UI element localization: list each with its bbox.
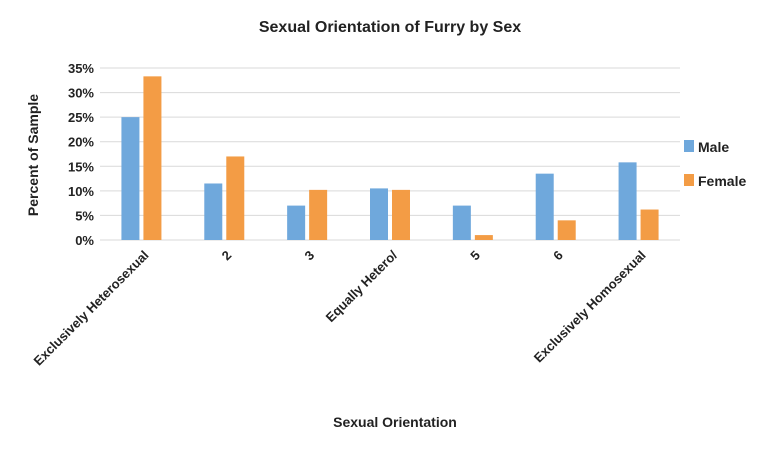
x-tick-label: Equally Hetero/ xyxy=(323,247,401,325)
bars xyxy=(121,76,659,241)
chart-title: Sexual Orientation of Furry by Sex xyxy=(259,19,521,36)
x-tick-label: 2 xyxy=(219,248,235,264)
x-tick-label: Exclusively Heterosexual xyxy=(31,248,152,369)
legend: Male Female xyxy=(684,139,746,189)
bar-male-6 xyxy=(618,162,637,240)
bar-female-4 xyxy=(474,235,493,240)
bar-female-1 xyxy=(226,156,245,240)
x-axis-title: Sexual Orientation xyxy=(333,414,457,430)
legend-label-female: Female xyxy=(698,173,746,189)
y-tick-label: 5% xyxy=(75,208,94,223)
y-tick-label: 15% xyxy=(68,159,94,174)
x-tick-label: 3 xyxy=(302,248,318,264)
y-tick-label: 10% xyxy=(68,184,94,199)
legend-swatch-male xyxy=(684,140,694,152)
bar-male-0 xyxy=(121,117,140,240)
y-tick-label: 35% xyxy=(68,61,94,76)
y-tick-label: 25% xyxy=(68,110,94,125)
x-tick-label: 6 xyxy=(550,248,566,264)
x-tick-label: 5 xyxy=(467,248,483,264)
bar-female-5 xyxy=(557,220,576,240)
y-tick-label: 0% xyxy=(75,233,94,248)
bar-male-1 xyxy=(204,183,223,240)
legend-swatch-female xyxy=(684,174,694,186)
y-tick-label: 20% xyxy=(68,135,94,150)
bar-female-0 xyxy=(143,76,162,241)
bar-male-4 xyxy=(452,205,471,240)
legend-label-male: Male xyxy=(698,139,729,155)
bar-female-3 xyxy=(392,189,410,240)
bar-female-6 xyxy=(640,209,659,240)
bar-female-2 xyxy=(309,189,328,240)
x-axis-ticks: Exclusively Heterosexual 2 3 Equally Hetero… xyxy=(31,247,649,368)
bar-male-5 xyxy=(535,173,554,240)
y-axis-title: Percent of Sample xyxy=(25,94,41,216)
bar-male-2 xyxy=(287,205,306,240)
x-tick-label: Exclusively Homosexual xyxy=(531,248,649,366)
y-tick-label: 30% xyxy=(68,86,94,101)
bar-male-3 xyxy=(370,188,388,240)
gridlines xyxy=(100,67,680,241)
y-axis-ticks: 0% 5% 10% 15% 20% 25% 30% 35% xyxy=(68,61,94,248)
